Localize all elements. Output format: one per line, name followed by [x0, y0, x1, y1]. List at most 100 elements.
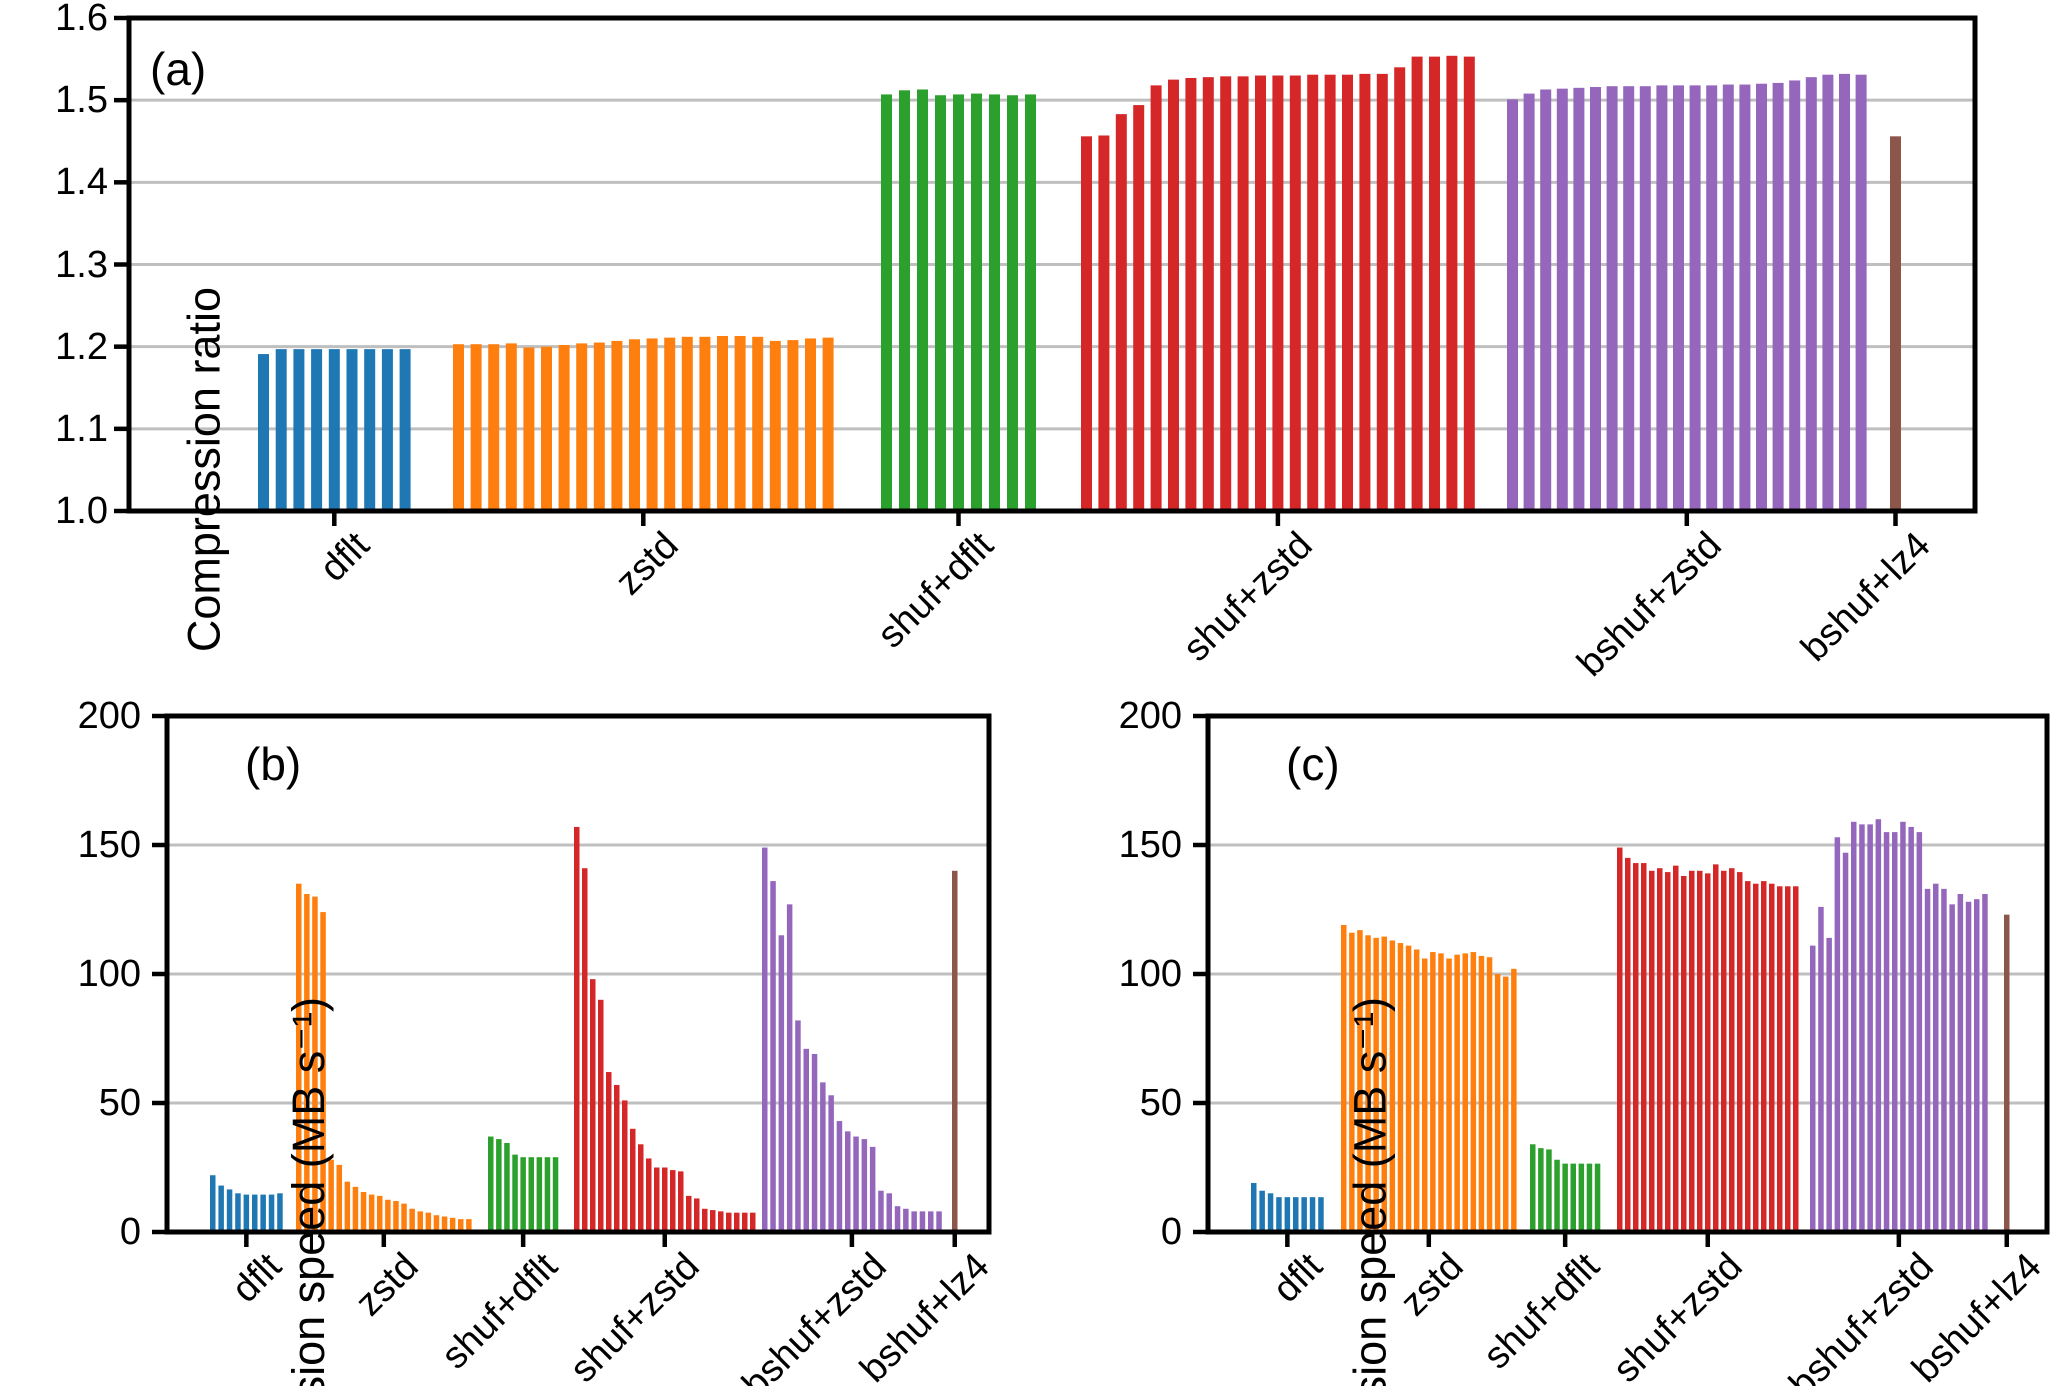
panel-b-xticks [244, 1232, 957, 1247]
bar-shuf+zstd-9 [1237, 76, 1249, 512]
bar-shuf+zstd-10 [1255, 75, 1266, 512]
bar-bshuf+zstd-15 [1933, 883, 1939, 1232]
bar-bshuf+zstd-12 [1908, 826, 1914, 1232]
bar-dflt-1 [218, 1185, 224, 1232]
panel-c [1193, 713, 2050, 1247]
bar-dflt-6 [260, 1194, 266, 1232]
bar-bshuf+zstd-18 [1957, 894, 1964, 1232]
bar-dflt-0 [258, 354, 269, 511]
bar-bshuf+zstd-21 [936, 1211, 942, 1232]
bar-shuf+zstd-22 [1463, 56, 1475, 511]
bar-shuf+zstd-10 [1697, 870, 1703, 1232]
bar-shuf+zstd-20 [1429, 56, 1440, 511]
bar-zstd-11 [385, 1199, 391, 1232]
bar-shuf+zstd-17 [1376, 73, 1388, 511]
bar-shuf+zstd-17 [710, 1210, 716, 1232]
bar-bshuf+zstd-2 [1540, 89, 1552, 512]
bar-dflt-0 [1251, 1182, 1257, 1232]
bar-zstd-5 [336, 1164, 342, 1232]
bar-zstd-2 [312, 896, 318, 1232]
bar-shuf+zstd-7 [630, 1128, 636, 1232]
bar-shuf+zstd-2 [590, 979, 596, 1232]
bar-bshuf+zstd-5 [803, 1048, 809, 1232]
bar-zstd-17 [752, 336, 764, 511]
bar-shuf+zstd-11 [1705, 873, 1711, 1232]
bar-bshuf+zstd-13 [1722, 84, 1734, 512]
bar-dflt-4 [328, 349, 340, 511]
bar-zstd-12 [393, 1201, 399, 1232]
bar-shuf+dflt-5 [1570, 1163, 1576, 1232]
bar-shuf+zstd-13 [678, 1171, 684, 1232]
bar-shuf+zstd-1 [1625, 857, 1631, 1232]
bar-bshuf+zstd-3 [786, 904, 793, 1232]
bar-shuf+zstd-6 [622, 1100, 628, 1232]
bar-bshuf+zstd-16 [1772, 82, 1784, 511]
bar-shuf+zstd-8 [1220, 76, 1232, 512]
bar-shuf+zstd-21 [1785, 886, 1791, 1232]
bar-shuf+zstd-0 [1081, 136, 1092, 511]
bar-zstd-11 [646, 338, 658, 511]
bar-dflt-3 [311, 349, 323, 511]
bar-shuf+zstd-16 [702, 1208, 708, 1232]
bar-bshuf+lz4-0 [2004, 914, 2010, 1232]
bar-bshuf+zstd-19 [1822, 74, 1834, 511]
bar-zstd-21 [1511, 968, 1517, 1232]
bar-zstd-5 [1381, 936, 1387, 1232]
bar-bshuf+zstd-1 [1523, 93, 1535, 512]
bar-bshuf+zstd-18 [1805, 77, 1817, 511]
bar-shuf+dflt-2 [1546, 1149, 1552, 1232]
bar-shuf+zstd-18 [718, 1211, 724, 1232]
bar-shuf+zstd-14 [1324, 74, 1336, 511]
bar-zstd-6 [344, 1181, 351, 1232]
bar-shuf+dflt-6 [1578, 1163, 1585, 1232]
bar-bshuf+zstd-19 [1965, 901, 1972, 1232]
bar-shuf+dflt-1 [496, 1139, 502, 1232]
bar-shuf+zstd-12 [1713, 864, 1719, 1232]
panel-a-ytick: 1.4 [55, 161, 108, 204]
panel-b-y-axis-label: Compression speed (MB s⁻¹) [282, 997, 334, 1386]
bar-bshuf+zstd-8 [828, 1095, 834, 1232]
bar-bshuf+zstd-16 [894, 1206, 901, 1232]
bar-shuf+zstd-7 [1202, 77, 1214, 511]
panel-c-bars-bshuf+zstd [1810, 819, 1988, 1232]
panel-a-letter: (a) [150, 43, 207, 95]
bar-zstd-1 [470, 344, 482, 511]
panel-a-y-axis-label: Compression ratio [178, 287, 230, 653]
bar-shuf+zstd-10 [654, 1167, 660, 1232]
bar-zstd-11 [1430, 952, 1436, 1232]
bar-zstd-9 [368, 1194, 375, 1232]
bar-zstd-13 [401, 1203, 407, 1232]
bar-bshuf+zstd-0 [1507, 99, 1518, 511]
bar-zstd-5 [541, 346, 552, 511]
bar-shuf+dflt-7 [544, 1157, 551, 1232]
bar-dflt-7 [381, 349, 393, 511]
bar-dflt-0 [210, 1175, 216, 1232]
bar-bshuf+zstd-5 [1851, 821, 1857, 1232]
bar-bshuf+zstd-9 [1883, 832, 1890, 1232]
bar-bshuf+zstd-9 [836, 1121, 843, 1232]
panel-c-letter: (c) [1286, 738, 1340, 790]
bar-bshuf+zstd-5 [1590, 87, 1601, 512]
bar-bshuf+zstd-11 [853, 1136, 859, 1232]
bar-shuf+zstd-19 [726, 1212, 732, 1232]
bar-bshuf+zstd-3 [1834, 837, 1841, 1232]
bar-bshuf+lz4-0 [952, 870, 958, 1232]
bar-shuf+dflt-3 [1554, 1159, 1560, 1232]
bar-zstd-18 [769, 340, 781, 511]
bar-zstd-10 [629, 339, 640, 511]
bar-zstd-12 [1438, 953, 1444, 1232]
bar-zstd-20 [805, 338, 816, 511]
bar-dflt-4 [243, 1194, 250, 1232]
bar-shuf+zstd-19 [1411, 56, 1423, 511]
panel-a-bars-shuf+zstd [1081, 55, 1475, 512]
panel-c-ytick: 200 [1118, 695, 1182, 737]
panel-c-ytick: 100 [1118, 953, 1182, 995]
panel-a-bars-bshuf+zstd [1507, 73, 1867, 512]
bar-bshuf+zstd-10 [845, 1131, 851, 1232]
panel-b-ytick: 100 [77, 953, 141, 995]
bar-shuf+dflt-6 [536, 1157, 543, 1232]
bar-shuf+zstd-5 [1168, 79, 1179, 511]
bar-shuf+zstd-7 [1673, 865, 1679, 1232]
bar-shuf+dflt-8 [1025, 94, 1036, 511]
